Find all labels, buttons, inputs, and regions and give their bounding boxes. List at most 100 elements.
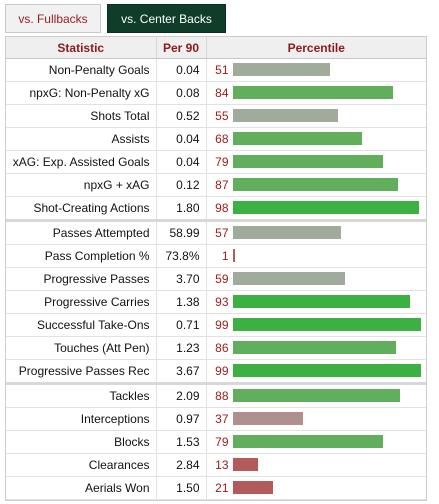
stat-name: npxG + xAG <box>6 173 156 197</box>
per90-value: 2.09 <box>155 383 207 408</box>
percentile-bar <box>232 178 398 191</box>
per90-value: 0.04 <box>155 58 207 82</box>
percentile-value: 93 <box>215 295 229 309</box>
stat-name: npxG: Non-Penalty xG <box>6 81 156 105</box>
table-row: Progressive Passes Rec 3.67 99 <box>6 359 426 385</box>
per90-value: 0.04 <box>155 127 207 151</box>
percentile-value: 88 <box>215 389 229 403</box>
header-statistic[interactable]: Statistic <box>6 37 156 59</box>
table-header-row: Statistic Per 90 Percentile <box>6 37 426 59</box>
per90-value: 0.97 <box>155 407 207 431</box>
table-row: Tackles 2.09 88 <box>6 383 426 408</box>
table-row: Shots Total 0.52 55 <box>6 104 426 128</box>
percentile-bar <box>232 412 303 425</box>
percentile-bar <box>232 272 345 285</box>
percentile-bar <box>232 295 410 308</box>
table-row: Passes Attempted 58.99 57 <box>6 220 426 245</box>
percentile-value: 21 <box>215 481 229 495</box>
table-row: Shot-Creating Actions 1.80 98 <box>6 196 426 222</box>
percentile-value: 86 <box>215 341 229 355</box>
table-row: Progressive Carries 1.38 93 <box>6 290 426 314</box>
stat-name: Progressive Passes Rec <box>6 359 156 385</box>
stat-name: Aerials Won <box>6 476 156 500</box>
header-percentile[interactable]: Percentile <box>206 37 426 59</box>
table-row: npxG + xAG 0.12 87 <box>6 173 426 197</box>
percentile-value: 37 <box>215 412 229 426</box>
percentile-cell: 68 <box>206 127 426 151</box>
percentile-value: 99 <box>215 318 229 332</box>
percentile-value: 55 <box>215 109 229 123</box>
per90-value: 3.67 <box>155 359 207 385</box>
table-row: Progressive Passes 3.70 59 <box>6 267 426 291</box>
header-per90[interactable]: Per 90 <box>155 37 207 59</box>
percentile-cell: 98 <box>206 196 426 222</box>
tab-vs-center-backs[interactable]: vs. Center Backs <box>107 4 226 33</box>
percentile-cell: 55 <box>206 104 426 128</box>
percentile-cell: 1 <box>206 244 426 268</box>
stat-name: Shots Total <box>6 104 156 128</box>
tab-vs-fullbacks[interactable]: vs. Fullbacks <box>5 4 101 33</box>
percentile-bar <box>232 249 235 262</box>
percentile-bar <box>232 226 341 239</box>
percentile-value: 51 <box>215 63 229 77</box>
table-row: Touches (Att Pen) 1.23 86 <box>6 336 426 360</box>
stat-name: Successful Take-Ons <box>6 313 156 337</box>
percentile-bar <box>232 63 330 76</box>
percentile-table: Statistic Per 90 Percentile Non-Penalty … <box>5 36 427 501</box>
per90-value: 0.71 <box>155 313 207 337</box>
per90-value: 0.12 <box>155 173 207 197</box>
table-row: Clearances 2.84 13 <box>6 453 426 477</box>
percentile-value: 99 <box>215 364 229 378</box>
table-row: Assists 0.04 68 <box>6 127 426 151</box>
stat-name: Touches (Att Pen) <box>6 336 156 360</box>
stat-name: Assists <box>6 127 156 151</box>
per90-value: 1.23 <box>155 336 207 360</box>
percentile-value: 84 <box>215 86 229 100</box>
percentile-cell: 86 <box>206 336 426 360</box>
stat-name: xAG: Exp. Assisted Goals <box>6 150 156 174</box>
per90-value: 0.52 <box>155 104 207 128</box>
table-row: Non-Penalty Goals 0.04 51 <box>6 58 426 82</box>
percentile-value: 13 <box>215 458 229 472</box>
per90-value: 1.80 <box>155 196 207 222</box>
per90-value: 0.08 <box>155 81 207 105</box>
stat-name: Non-Penalty Goals <box>6 58 156 82</box>
percentile-cell: 87 <box>206 173 426 197</box>
percentile-cell: 51 <box>206 58 426 82</box>
stat-name: Progressive Carries <box>6 290 156 314</box>
percentile-bar <box>232 481 273 494</box>
percentile-cell: 99 <box>206 359 426 385</box>
table-body: Non-Penalty Goals 0.04 51 npxG: Non-Penalty… <box>6 58 426 500</box>
table-row: xAG: Exp. Assisted Goals 0.04 79 <box>6 150 426 174</box>
percentile-cell: 84 <box>206 81 426 105</box>
percentile-cell: 79 <box>206 150 426 174</box>
percentile-bar <box>232 155 383 168</box>
stat-name: Tackles <box>6 383 156 408</box>
table-row: Interceptions 0.97 37 <box>6 407 426 431</box>
percentile-value: 87 <box>215 178 229 192</box>
percentile-bar <box>232 86 393 99</box>
percentile-bar <box>232 364 421 377</box>
percentile-bar <box>232 132 362 145</box>
per90-value: 2.84 <box>155 453 207 477</box>
percentile-cell: 93 <box>206 290 426 314</box>
stat-name: Pass Completion % <box>6 244 156 268</box>
percentile-value: 68 <box>215 132 229 146</box>
per90-value: 73.8% <box>155 244 207 268</box>
per90-value: 1.50 <box>155 476 207 500</box>
table-row: Blocks 1.53 79 <box>6 430 426 454</box>
percentile-cell: 88 <box>206 383 426 408</box>
percentile-bar <box>232 389 400 402</box>
stat-name: Blocks <box>6 430 156 454</box>
percentile-bar <box>232 341 396 354</box>
percentile-value: 59 <box>215 272 229 286</box>
percentile-bar <box>232 435 383 448</box>
percentile-value: 1 <box>221 249 229 263</box>
stat-name: Passes Attempted <box>6 220 156 245</box>
percentile-bar <box>232 109 338 122</box>
percentile-value: 57 <box>215 226 229 240</box>
percentile-bar <box>232 318 421 331</box>
stat-name: Shot-Creating Actions <box>6 196 156 222</box>
percentile-cell: 37 <box>206 407 426 431</box>
per90-value: 0.04 <box>155 150 207 174</box>
